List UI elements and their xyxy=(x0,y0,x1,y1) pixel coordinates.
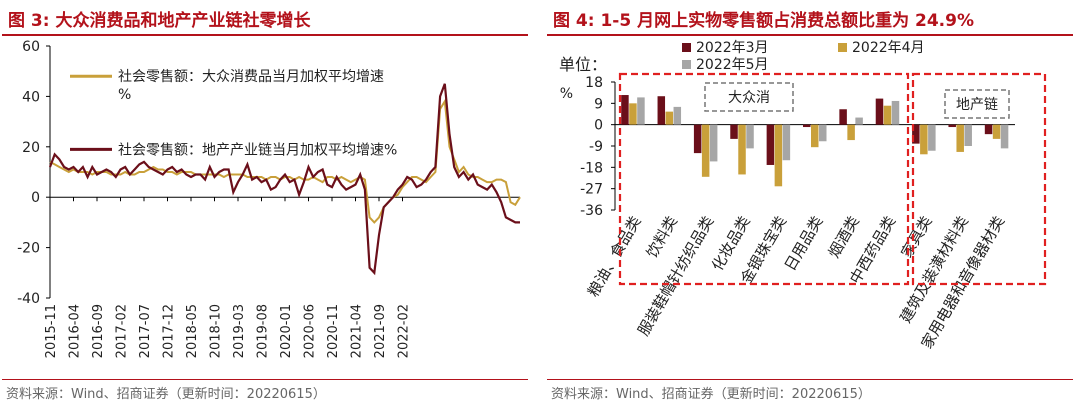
right-figure-panel: 图 4: 1-5 月网上实物零售额占消费总额比重为 24.9% 18 9 0 -9 -1… xyxy=(545,0,1075,404)
bar-2 xyxy=(956,124,964,152)
figure-4-source: 资料来源：Wind、招商证券（更新时间：20220615） xyxy=(551,387,871,402)
y-tick-label: -27 xyxy=(580,182,603,198)
bar-chart: 1890-9-18-27-36单位：%粮油、食品类饮料类服装鞋帽针纺织品类化妆品… xyxy=(559,40,1047,352)
left-figure-panel: 图 3: 大众消费品和地产产业链社零增长 -40 -20 0 20 40 60 2015-1… xyxy=(0,0,530,404)
series-line-2 xyxy=(48,83,520,276)
legend-label-2: 社会零售额：地产产业链当月加权平均增速% xyxy=(118,142,397,158)
legend-label-1: 2022年3月 xyxy=(696,40,769,56)
legend-label-1: 社会零售额：大众消费品当月加权平均增速% xyxy=(118,69,384,103)
y-axis-unit-symbol: % xyxy=(560,86,573,102)
bar-3 xyxy=(637,97,645,125)
x-tick-label: 烟酒类 xyxy=(825,213,863,261)
x-tick-label: 2017-02 xyxy=(115,304,130,358)
y-tick-label: 60 xyxy=(22,39,40,55)
y-tick-label: -36 xyxy=(580,203,603,219)
bar-1 xyxy=(766,124,775,165)
bar-1 xyxy=(621,95,629,125)
x-tick-label: 2021-09 xyxy=(373,304,388,358)
legend-swatch-2 xyxy=(838,43,847,52)
x-tick-label: 2020-11 xyxy=(326,304,341,358)
bar-2 xyxy=(992,124,1001,139)
bar-3 xyxy=(819,124,827,142)
bar-3 xyxy=(746,124,754,149)
bar-2 xyxy=(847,124,855,141)
bar-2 xyxy=(883,105,892,125)
bar-2 xyxy=(811,124,819,148)
x-tick-label: 2017-12 xyxy=(162,304,177,358)
bar-2 xyxy=(665,111,674,125)
y-tick-label: 0 xyxy=(31,190,40,206)
legend-label-3: 2022年5月 xyxy=(696,57,769,73)
legend-swatch-3 xyxy=(682,60,691,69)
bar-3 xyxy=(782,124,791,161)
x-tick-label: 2016-04 xyxy=(68,304,83,358)
group-label-box-1 xyxy=(704,82,794,112)
group-label-1: 大众消 xyxy=(728,90,770,106)
x-tick-label: 2017-07 xyxy=(138,304,153,358)
bar-2 xyxy=(738,124,746,175)
bar-3 xyxy=(855,117,863,125)
bar-2 xyxy=(920,124,928,155)
bar-2 xyxy=(629,103,637,125)
group-label-2: 地产链 xyxy=(956,97,998,113)
bar-3 xyxy=(673,106,682,125)
group-box-1 xyxy=(618,72,910,286)
title-rule xyxy=(547,34,1073,36)
y-axis-unit: 单位： xyxy=(559,55,607,74)
bar-3 xyxy=(928,124,936,151)
bar-1 xyxy=(948,124,956,128)
y-tick-label: -9 xyxy=(589,139,603,155)
x-tick-label: 2018-05 xyxy=(185,304,200,358)
y-tick-label: -18 xyxy=(580,160,603,176)
title-rule xyxy=(2,34,528,36)
y-tick-label: 0 xyxy=(594,118,603,134)
x-tick-label: 家具类 xyxy=(897,213,935,261)
y-tick-label: 20 xyxy=(22,140,40,156)
bar-1 xyxy=(839,109,847,125)
group-label-box-2 xyxy=(944,89,1010,119)
group-box-2 xyxy=(911,72,1047,286)
y-tick-label: -40 xyxy=(17,291,40,307)
x-tick-label: 2019-03 xyxy=(232,304,247,358)
legend-swatch-1 xyxy=(682,43,691,52)
bar-2 xyxy=(774,124,783,187)
x-tick-label: 粮油、食品类 xyxy=(584,213,645,300)
figure-3-title: 图 3: 大众消费品和地产产业链社零增长 xyxy=(8,11,311,31)
bar-2 xyxy=(701,124,710,177)
x-tick-label: 2019-08 xyxy=(256,304,271,358)
x-tick-label: 2020-06 xyxy=(303,304,318,358)
x-tick-label: 2018-10 xyxy=(209,304,224,358)
x-tick-label: 饮料类 xyxy=(643,213,681,261)
bar-1 xyxy=(730,124,738,139)
x-tick-label: 2020-01 xyxy=(279,304,294,358)
x-tick-label: 2022-02 xyxy=(397,304,412,358)
series-line-1 xyxy=(49,98,521,224)
bar-1 xyxy=(912,124,920,144)
bar-3 xyxy=(964,124,972,146)
x-tick-label: 服装鞋帽针纺织品类 xyxy=(634,213,717,339)
bar-1 xyxy=(875,98,884,125)
source-rule xyxy=(547,379,1073,380)
bar-1 xyxy=(693,124,702,154)
x-tick-label: 2016-09 xyxy=(91,304,106,358)
x-tick-label: 2015-11 xyxy=(44,304,59,358)
legend-label-2: 2022年4月 xyxy=(852,40,925,56)
bar-3 xyxy=(1000,124,1009,149)
y-tick-label: 18 xyxy=(585,75,603,91)
bar-1 xyxy=(657,96,666,125)
bar-3 xyxy=(891,100,900,125)
line-chart: -40 -20 0 20 40 60 2015-11 2016-04 2016-09 2017-0… xyxy=(17,39,521,358)
y-tick-label: -20 xyxy=(17,241,40,257)
y-tick-label: 40 xyxy=(22,89,40,105)
x-tick-label: 2021-04 xyxy=(350,304,365,358)
bar-1 xyxy=(803,124,811,128)
bar-1 xyxy=(984,124,993,135)
source-rule xyxy=(2,379,528,380)
figure-3-source: 资料来源：Wind、招商证券（更新时间：20220615） xyxy=(6,387,326,402)
figure-4-title: 图 4: 1-5 月网上实物零售额占消费总额比重为 24.9% xyxy=(553,11,974,31)
y-tick-label: 9 xyxy=(594,96,603,112)
bar-3 xyxy=(709,124,718,162)
